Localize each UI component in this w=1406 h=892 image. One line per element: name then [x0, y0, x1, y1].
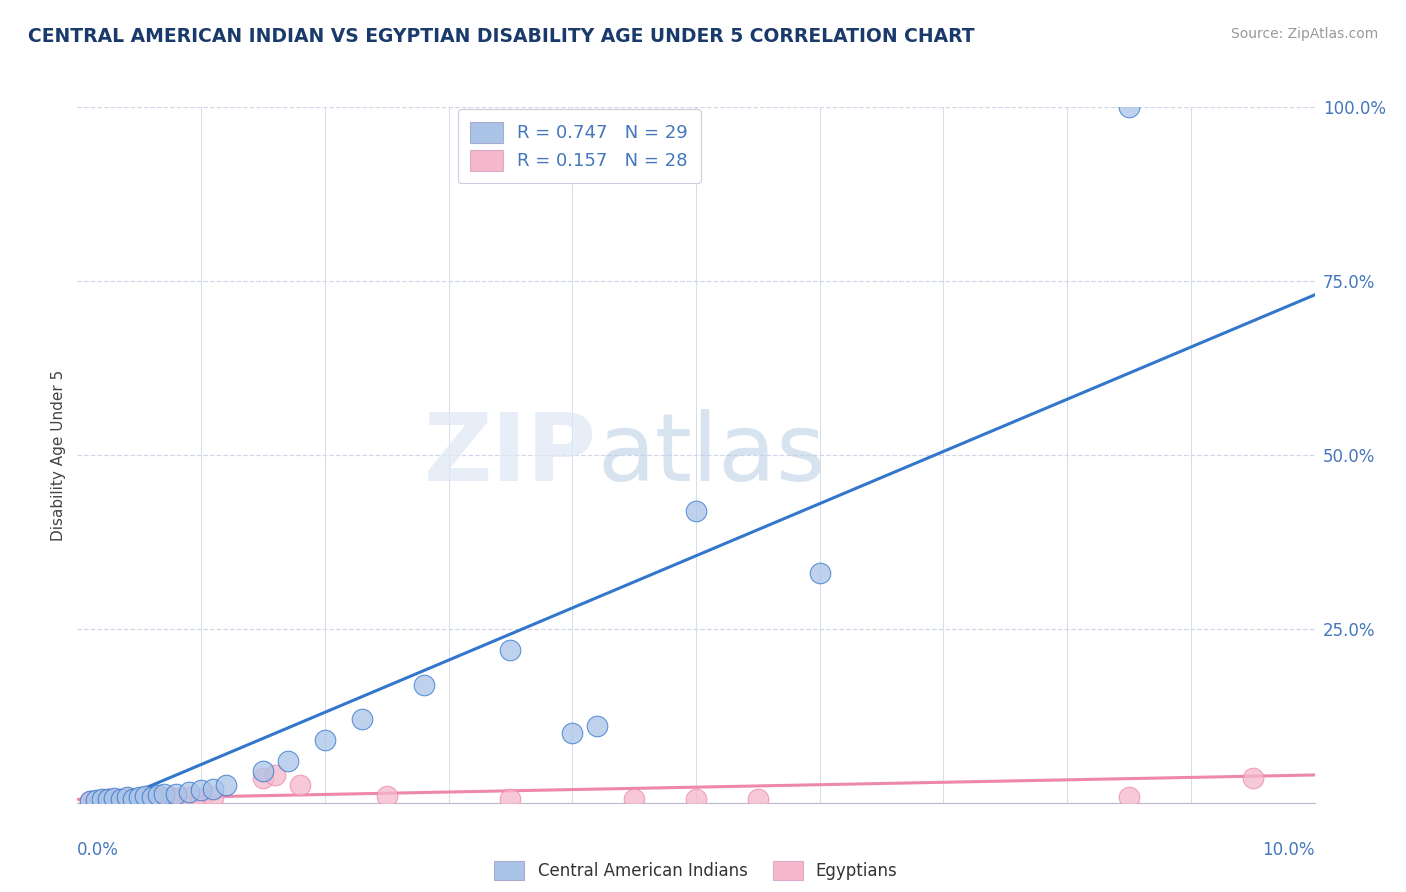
Point	[1118, 790, 1140, 805]
Point	[202, 781, 225, 796]
Point	[128, 789, 150, 804]
Point	[1241, 772, 1264, 786]
Point	[84, 794, 107, 808]
Point	[79, 794, 101, 808]
Point	[1118, 100, 1140, 114]
Point	[115, 790, 138, 805]
Point	[146, 791, 169, 805]
Point	[288, 778, 311, 792]
Point	[499, 642, 522, 657]
Point	[177, 789, 200, 804]
Point	[685, 792, 707, 806]
Point	[747, 792, 769, 806]
Point	[165, 791, 187, 805]
Text: 10.0%: 10.0%	[1263, 841, 1315, 859]
Point	[141, 792, 163, 806]
Point	[264, 768, 287, 782]
Point	[561, 726, 583, 740]
Point	[91, 792, 114, 806]
Point	[122, 792, 145, 806]
Point	[128, 791, 150, 805]
Point	[190, 783, 212, 797]
Point	[153, 788, 176, 802]
Point	[499, 792, 522, 806]
Point	[252, 772, 274, 786]
Point	[146, 788, 169, 802]
Text: ZIP: ZIP	[425, 409, 598, 501]
Point	[97, 792, 120, 806]
Point	[79, 794, 101, 808]
Point	[314, 733, 336, 747]
Text: CENTRAL AMERICAN INDIAN VS EGYPTIAN DISABILITY AGE UNDER 5 CORRELATION CHART: CENTRAL AMERICAN INDIAN VS EGYPTIAN DISA…	[28, 27, 974, 45]
Point	[375, 789, 398, 803]
Point	[84, 793, 107, 807]
Point	[190, 791, 212, 805]
Point	[110, 792, 132, 806]
Y-axis label: Disability Age Under 5: Disability Age Under 5	[51, 369, 66, 541]
Point	[177, 785, 200, 799]
Point	[685, 503, 707, 517]
Point	[141, 790, 163, 805]
Point	[115, 791, 138, 805]
Point	[110, 793, 132, 807]
Point	[808, 566, 831, 581]
Point	[586, 719, 609, 733]
Point	[103, 791, 125, 805]
Point	[277, 754, 299, 768]
Text: 0.0%: 0.0%	[77, 841, 120, 859]
Text: Source: ZipAtlas.com: Source: ZipAtlas.com	[1230, 27, 1378, 41]
Point	[159, 790, 181, 805]
Legend: Central American Indians, Egyptians: Central American Indians, Egyptians	[486, 853, 905, 888]
Point	[623, 792, 645, 806]
Point	[202, 790, 225, 805]
Point	[412, 677, 434, 691]
Point	[215, 778, 238, 792]
Point	[103, 791, 125, 805]
Point	[153, 791, 176, 805]
Point	[91, 793, 114, 807]
Point	[165, 787, 187, 801]
Point	[350, 712, 373, 726]
Point	[97, 791, 120, 805]
Point	[122, 791, 145, 805]
Point	[134, 790, 156, 805]
Point	[252, 764, 274, 779]
Point	[134, 789, 156, 803]
Text: atlas: atlas	[598, 409, 825, 501]
